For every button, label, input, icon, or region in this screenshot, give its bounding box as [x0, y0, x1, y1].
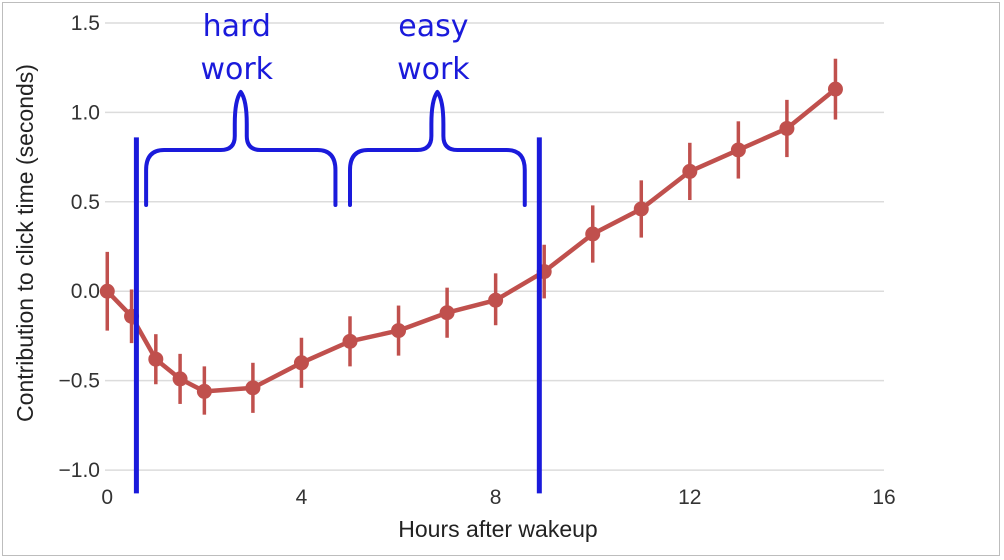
y-axis-label: Contribution to click time (seconds) — [12, 64, 38, 422]
data-point — [633, 201, 649, 217]
data-series — [99, 58, 843, 415]
data-point — [148, 351, 164, 367]
x-axis-label: Hours after wakeup — [398, 516, 597, 542]
x-tick-label: 8 — [490, 486, 502, 509]
data-point — [585, 226, 601, 242]
y-tick-label: 1.5 — [71, 12, 100, 35]
bracket-label: work — [397, 52, 470, 87]
bracket-label: easy — [398, 9, 468, 44]
data-point — [439, 305, 455, 321]
data-point — [488, 292, 504, 308]
x-tick-label: 4 — [296, 486, 308, 509]
x-tick-label: 12 — [678, 486, 701, 509]
series-line — [105, 87, 837, 394]
data-point — [196, 383, 212, 399]
curly-brace — [348, 90, 527, 207]
gridlines — [105, 22, 884, 471]
data-point — [779, 120, 795, 136]
y-tick-label: −0.5 — [59, 370, 100, 393]
data-point — [342, 333, 358, 349]
data-point — [293, 355, 309, 371]
data-point — [172, 371, 188, 387]
x-tick-label: 16 — [872, 486, 895, 509]
data-point — [245, 380, 261, 396]
y-tick-label: 1.0 — [71, 101, 100, 124]
x-tick-label: 0 — [101, 486, 113, 509]
annotations: hard work easy work — [133, 9, 542, 494]
data-point — [827, 81, 843, 97]
data-point — [730, 142, 746, 158]
x-tick-labels: 0 4 8 12 16 — [101, 486, 895, 509]
bracket-label: work — [200, 52, 273, 87]
data-point — [391, 323, 407, 339]
data-point — [99, 283, 115, 299]
y-tick-labels: −1.0 −0.5 0.0 0.5 1.0 1.5 — [59, 12, 100, 482]
curly-brace — [144, 90, 338, 207]
data-point — [682, 163, 698, 179]
y-tick-label: −1.0 — [59, 459, 100, 482]
bracket-label: hard — [203, 9, 271, 44]
y-tick-label: 0.0 — [71, 280, 100, 303]
y-tick-label: 0.5 — [71, 191, 100, 214]
